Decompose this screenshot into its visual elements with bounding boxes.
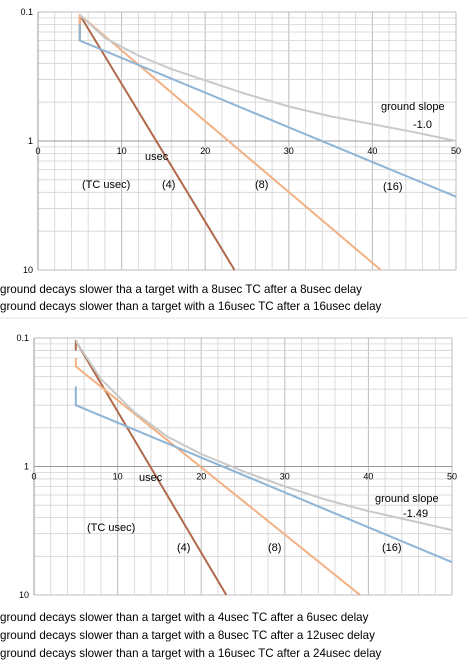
annotation-xunit: usec: [145, 151, 169, 163]
x-tick-label: 40: [367, 146, 377, 156]
annotation-tc16: (16): [382, 542, 402, 554]
chart-1: 10 1 0.1 0 10 20 30 40 50 usec (TC usec) (4) (8) (16)…: [20, 7, 461, 275]
annotation-slope-title: ground slope: [381, 101, 445, 113]
x-tick-label: 0: [31, 472, 36, 482]
x-tick-label: 50: [447, 472, 457, 482]
annotation-tc8: (8): [255, 179, 268, 191]
annotation-slope-title: ground slope: [375, 493, 439, 505]
annotation-tc16: (16): [383, 181, 403, 193]
x-tick-label: 30: [284, 146, 294, 156]
x-tick-label: 40: [363, 472, 373, 482]
chart-2-caption-3: ground decays slower than a target with …: [0, 647, 382, 660]
y-tick-label: 10: [19, 590, 29, 600]
annotation-slope-value: -1.0: [413, 119, 432, 131]
series-line-tc16: [78, 24, 457, 198]
x-tick-label: 50: [451, 146, 461, 156]
chart-1-caption-2: ground decays slower than a target with …: [0, 300, 382, 313]
y-tick-label: 1: [24, 462, 29, 472]
chart-2-caption-2: ground decays slower than a target with …: [0, 629, 375, 642]
annotation-xunit: usec: [139, 472, 163, 484]
y-tick-label: 10: [23, 265, 33, 275]
y-tick-label: 0.1: [16, 333, 29, 343]
x-tick-label: 10: [117, 146, 127, 156]
x-tick-label: 0: [35, 146, 40, 156]
annotation-tc-header: (TC usec): [82, 179, 130, 191]
x-tick-label: 30: [280, 472, 290, 482]
annotation-tc-header: (TC usec): [87, 522, 135, 534]
y-tick-label: 1: [28, 136, 33, 146]
chart-2-caption-1: ground decays slower than a target with …: [0, 611, 369, 624]
annotation-tc4: (4): [177, 542, 190, 554]
series-line-ground: [79, 14, 457, 142]
chart-1-caption-1: ground decays slower tha a target with a…: [0, 283, 362, 296]
x-tick-label: 20: [200, 146, 210, 156]
chart-2: 10 1 0.1 0 10 20 30 40 50 usec (TC usec) (4) (8) (16)…: [16, 333, 457, 600]
annotation-tc4: (4): [162, 179, 175, 191]
series-line-tc4: [78, 13, 236, 271]
series-line-tc16: [74, 386, 453, 564]
annotation-slope-value: -1.49: [403, 508, 428, 520]
series-line-ground: [74, 340, 453, 532]
x-tick-label: 10: [113, 472, 123, 482]
series-line-tc8: [78, 13, 382, 271]
y-tick-label: 0.1: [20, 7, 33, 17]
annotation-tc8: (8): [268, 542, 281, 554]
x-tick-label: 20: [196, 472, 206, 482]
series-line-tc8: [74, 357, 361, 596]
